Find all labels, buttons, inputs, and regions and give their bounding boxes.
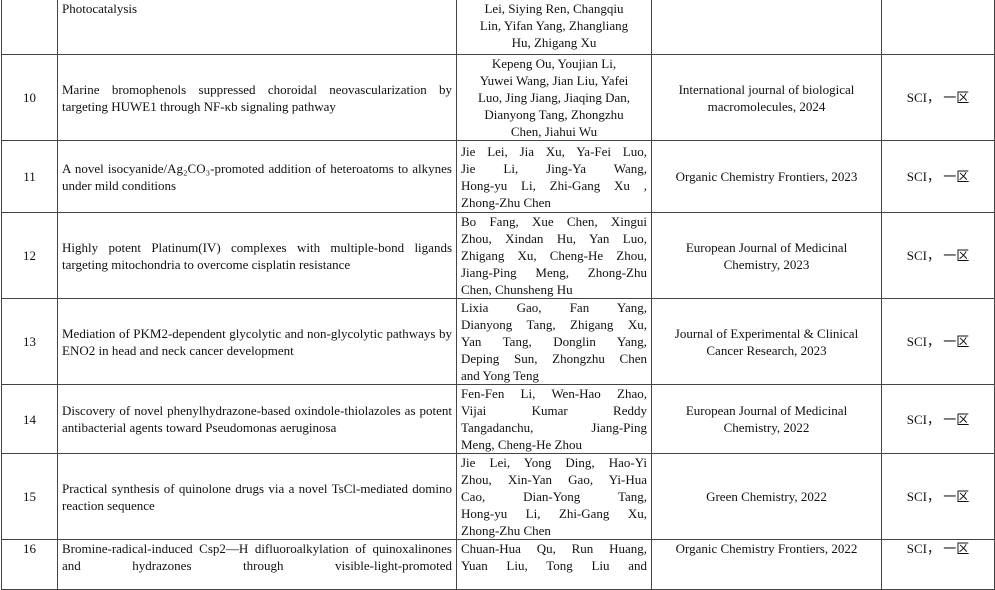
author-line: Dianyong Tang, Zhongzhu xyxy=(484,107,624,122)
journal-year: Green Chemistry, 2022 xyxy=(651,453,882,540)
table-row: 14 Discovery of novel phenylhydrazone-bas… xyxy=(1,384,995,454)
authors-cell: Jie Lei, Yong Ding, Hao-Yi Zhou, Xin-Yan … xyxy=(456,453,652,540)
paper-title: Mediation of PKM2-dependent glycolytic a… xyxy=(57,298,457,385)
author-line: Chuan-Hua Qu, Run Huang, xyxy=(461,541,647,556)
author-line: Fen-Fen Li, Wen-Hao Zhao, xyxy=(461,386,647,401)
journal-year: European Journal of Medicinal Chemistry,… xyxy=(651,384,882,454)
index-level: SCI， 一区 xyxy=(881,453,995,540)
authors-cell: Jie Lei, Jia Xu, Ya-Fei Luo, Jie Li, Jing… xyxy=(456,140,652,213)
author-line: Zhigang Xu, Cheng-He Zhou, xyxy=(461,248,647,263)
author-line: Jiang-Ping Meng, Zhong-Zhu xyxy=(461,265,647,280)
author-line: Dianyong Tang, Zhigang Xu, xyxy=(461,317,647,332)
paper-title: A novel isocyanide/Ag₂CO₃-promoted addit… xyxy=(57,140,457,213)
index-level: SCI， 一区 xyxy=(881,212,995,299)
authors-cell: Chuan-Hua Qu, Run Huang, Yuan Liu, Tong L… xyxy=(456,539,652,590)
author-line: Zhou, Xindan Hu, Yan Luo, xyxy=(461,231,647,246)
journal-year: International journal of biological macr… xyxy=(651,54,882,141)
author-line: Yuwei Wang, Jian Liu, Yafei xyxy=(479,73,629,88)
index-level xyxy=(881,0,995,55)
author-line: Tangadanchu, Jiang-Ping xyxy=(461,420,647,435)
row-number: 16 xyxy=(1,539,58,590)
index-level: SCI， 一区 xyxy=(881,140,995,213)
index-level: SCI， 一区 xyxy=(881,298,995,385)
row-number: 13 xyxy=(1,298,58,385)
author-line: Deping Sun, Zhongzhu Chen xyxy=(461,351,647,366)
journal-year: Organic Chemistry Frontiers, 2022 xyxy=(651,539,882,590)
journal-year: Journal of Experimental & Clinical Cance… xyxy=(651,298,882,385)
author-line: Zhou, Xin-Yan Gao, Yi-Hua xyxy=(461,472,647,487)
table-row: 16 Bromine-radical-induced Csp2—H difluor… xyxy=(1,539,995,590)
author-line: Vijai Kumar Reddy xyxy=(461,403,647,418)
authors-cell: Lei, Siying Ren, Changqiu Lin, Yifan Yang… xyxy=(456,0,652,55)
paper-title: Highly potent Platinum(IV) complexes wit… xyxy=(57,212,457,299)
author-line: Lixia Gao, Fan Yang, xyxy=(461,300,647,315)
author-line: Hong-yu Li, Zhi-Gang Xu, xyxy=(461,506,647,521)
row-number: 10 xyxy=(1,54,58,141)
index-level: SCI， 一区 xyxy=(881,384,995,454)
author-line: Jie Li, Jing-Ya Wang, xyxy=(461,160,647,176)
paper-title: Marine bromophenols suppressed choroidal… xyxy=(57,54,457,141)
table-row: 13 Mediation of PKM2-dependent glycolytic… xyxy=(1,298,995,385)
paper-title: Bromine-radical-induced Csp2—H difluoroa… xyxy=(57,539,457,590)
author-line: Zhong-Zhu Chen xyxy=(461,523,551,538)
index-level: SCI， 一区 xyxy=(881,539,995,590)
author-line: Jie Lei, Yong Ding, Hao-Yi xyxy=(461,455,647,470)
author-line: Luo, Jing Jiang, Jiaqing Dan, xyxy=(477,90,630,105)
table-row: 12 Highly potent Platinum(IV) complexes w… xyxy=(1,212,995,299)
paper-title: Practical synthesis of quinolone drugs v… xyxy=(57,453,457,540)
author-line: Lei, Siying Ren, Changqiu xyxy=(484,1,624,16)
author-line: Yan Tang, Donglin Yang, xyxy=(461,334,647,349)
row-number xyxy=(1,0,58,55)
author-line: and Yong Teng xyxy=(461,368,539,383)
author-line: Hong-yu Li, Zhi-Gang Xu , xyxy=(461,177,647,193)
author-line: Jie Lei, Jia Xu, Ya-Fei Luo, xyxy=(461,143,647,159)
author-line: Chen, Jiahui Wu xyxy=(510,124,598,139)
author-line: Meng, Cheng-He Zhou xyxy=(461,437,582,452)
journal-year xyxy=(651,0,882,55)
journal-year: European Journal of Medicinal Chemistry,… xyxy=(651,212,882,299)
table-row: 10 Marine bromophenols suppressed choroid… xyxy=(1,54,995,141)
paper-title: Photocatalysis xyxy=(57,0,457,55)
author-line: Lin, Yifan Yang, Zhangliang xyxy=(479,18,629,33)
author-line: Yuan Liu, Tong Liu and xyxy=(461,558,647,573)
index-level: SCI， 一区 xyxy=(881,54,995,141)
table-row: Photocatalysis Lei, Siying Ren, Changqiu L… xyxy=(1,0,995,55)
authors-cell: Bo Fang, Xue Chen, Xingui Zhou, Xindan Hu… xyxy=(456,212,652,299)
authors-cell: Kepeng Ou, Youjian Li, Yuwei Wang, Jian L… xyxy=(456,54,652,141)
author-line: Zhong-Zhu Chen xyxy=(461,194,551,210)
author-line: Hu, Zhigang Xu xyxy=(511,35,597,50)
row-number: 11 xyxy=(1,140,58,213)
authors-cell: Fen-Fen Li, Wen-Hao Zhao, Vijai Kumar Red… xyxy=(456,384,652,454)
author-line: Kepeng Ou, Youjian Li, xyxy=(491,56,617,71)
table-row: 15 Practical synthesis of quinolone drugs… xyxy=(1,453,995,540)
paper-title: Discovery of novel phenylhydrazone-based… xyxy=(57,384,457,454)
author-line: Chen, Chunsheng Hu xyxy=(461,282,573,297)
table-row: 11 A novel isocyanide/Ag₂CO₃-promoted add… xyxy=(1,140,995,213)
journal-year: Organic Chemistry Frontiers, 2023 xyxy=(651,140,882,213)
authors-cell: Lixia Gao, Fan Yang, Dianyong Tang, Zhiga… xyxy=(456,298,652,385)
row-number: 12 xyxy=(1,212,58,299)
author-line: Bo Fang, Xue Chen, Xingui xyxy=(461,214,647,229)
row-number: 15 xyxy=(1,453,58,540)
author-line: Cao, Dian-Yong Tang, xyxy=(461,489,647,504)
row-number: 14 xyxy=(1,384,58,454)
